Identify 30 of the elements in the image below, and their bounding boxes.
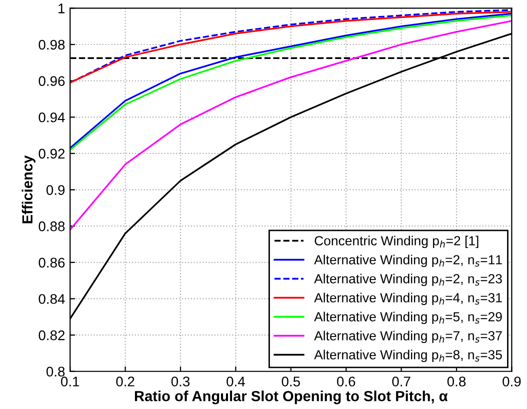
- y-tick-label: 0.98: [38, 40, 65, 50]
- x-tick-label: 0.1: [60, 376, 80, 386]
- y-axis-title: Efficiency: [22, 155, 36, 224]
- x-tick-label: 0.7: [392, 376, 410, 386]
- y-tick-label: 0.9: [46, 185, 65, 195]
- x-tick-label: 0.4: [226, 376, 245, 386]
- legend-label: Alternative Winding p$_{h}$=8, n$_{s}$=35: [314, 350, 502, 362]
- y-tick-label: 0.84: [38, 294, 65, 304]
- x-axis-title: Ratio of Angular Slot Opening to Slot Pitch, α: [134, 390, 448, 404]
- x-tick-label: 0.9: [502, 376, 521, 386]
- legend-label: Concentric Winding p$_{h}$=2 [1]: [314, 236, 478, 248]
- y-tick-label: 0.92: [38, 148, 65, 159]
- x-tick-label: 0.8: [447, 376, 466, 386]
- y-tick-label: 0.94: [38, 112, 65, 122]
- legend-label: Alternative Winding p$_{h}$=7, n$_{s}$=37: [314, 330, 502, 344]
- y-tick-label: 1: [58, 4, 65, 14]
- legend-label: Alternative Winding p$_{h}$=5, n$_{s}$=29: [314, 312, 502, 324]
- y-tick-label: 0.8: [46, 366, 65, 377]
- y-tick-label: 0.86: [38, 258, 65, 268]
- legend-label: Alternative Winding p$_{h}$=4, n$_{s}$=31: [314, 292, 502, 306]
- x-tick-label: 0.3: [171, 376, 190, 386]
- y-tick-label: 0.88: [38, 221, 65, 232]
- x-tick-label: 0.2: [116, 376, 134, 386]
- y-tick-label: 0.82: [38, 330, 65, 340]
- x-tick-label: 0.5: [282, 376, 300, 386]
- y-tick-label: 0.96: [38, 76, 65, 86]
- legend-label: Alternative Winding p$_{h}$=2, n$_{s}$=11: [314, 254, 502, 268]
- x-tick-label: 0.6: [336, 376, 356, 386]
- legend-label: Alternative Winding p$_{h}$=2, n$_{s}$=23: [314, 274, 502, 286]
- line-series: [70, 20, 512, 231]
